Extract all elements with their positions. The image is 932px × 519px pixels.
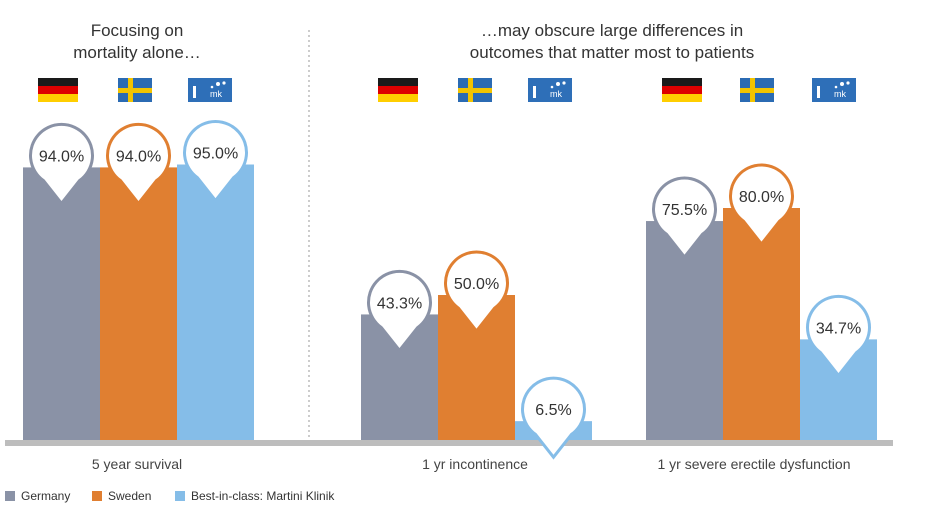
data-label: 75.5% [662, 202, 707, 219]
legend-swatch [5, 491, 15, 501]
germany-flag-icon [662, 78, 702, 102]
legend-label: Best-in-class: Martini Klinik [191, 489, 335, 503]
sweden-flag-icon [740, 78, 774, 102]
category-label: 5 year survival [92, 456, 182, 472]
data-label: 34.7% [816, 320, 861, 337]
value-bubble [29, 122, 94, 206]
germany-flag-icon [38, 78, 78, 102]
x-axis-baseline [5, 440, 893, 446]
value-bubble [444, 250, 509, 334]
category-label: 1 yr severe erectile dysfunction [658, 456, 851, 472]
data-label: 94.0% [116, 148, 161, 165]
martini-klinik-logo-icon: mk [528, 78, 572, 102]
heading-left-line-1: Focusing on [91, 21, 184, 40]
bar-sweden-0 [100, 167, 177, 440]
logo-text: mk [210, 89, 222, 99]
legend-swatch [175, 491, 185, 501]
category-label: 1 yr incontinence [422, 456, 528, 472]
sweden-flag-icon [118, 78, 152, 102]
value-bubble [521, 376, 586, 460]
data-label: 95.0% [193, 146, 238, 163]
legend-swatch [92, 491, 102, 501]
value-bubble [367, 269, 432, 353]
sweden-flag-icon [458, 78, 492, 102]
bar-germany-0 [23, 167, 100, 440]
legend-label: Sweden [108, 489, 151, 503]
heading-right-line-1: …may obscure large differences in [481, 21, 743, 40]
legend-label: Germany [21, 489, 70, 503]
value-bubble [106, 122, 171, 206]
bar-sweden-2 [723, 208, 800, 440]
value-bubble [183, 120, 248, 203]
data-label: 50.0% [454, 276, 499, 293]
value-bubble [652, 176, 717, 260]
heading-right-line-2: outcomes that matter most to patients [470, 43, 754, 62]
heading-left-line-2: mortality alone… [73, 43, 201, 62]
value-bubble [729, 163, 794, 247]
data-label: 6.5% [535, 402, 571, 419]
germany-flag-icon [378, 78, 418, 102]
bar-best-in-class-martini-klinik-0 [177, 164, 254, 440]
data-label: 94.0% [39, 148, 84, 165]
logo-text: mk [834, 89, 846, 99]
data-label: 80.0% [739, 189, 784, 206]
logo-text: mk [550, 89, 562, 99]
martini-klinik-logo-icon: mk [188, 78, 232, 102]
data-label: 43.3% [377, 295, 422, 312]
value-bubble [806, 294, 871, 378]
martini-klinik-logo-icon: mk [812, 78, 856, 102]
